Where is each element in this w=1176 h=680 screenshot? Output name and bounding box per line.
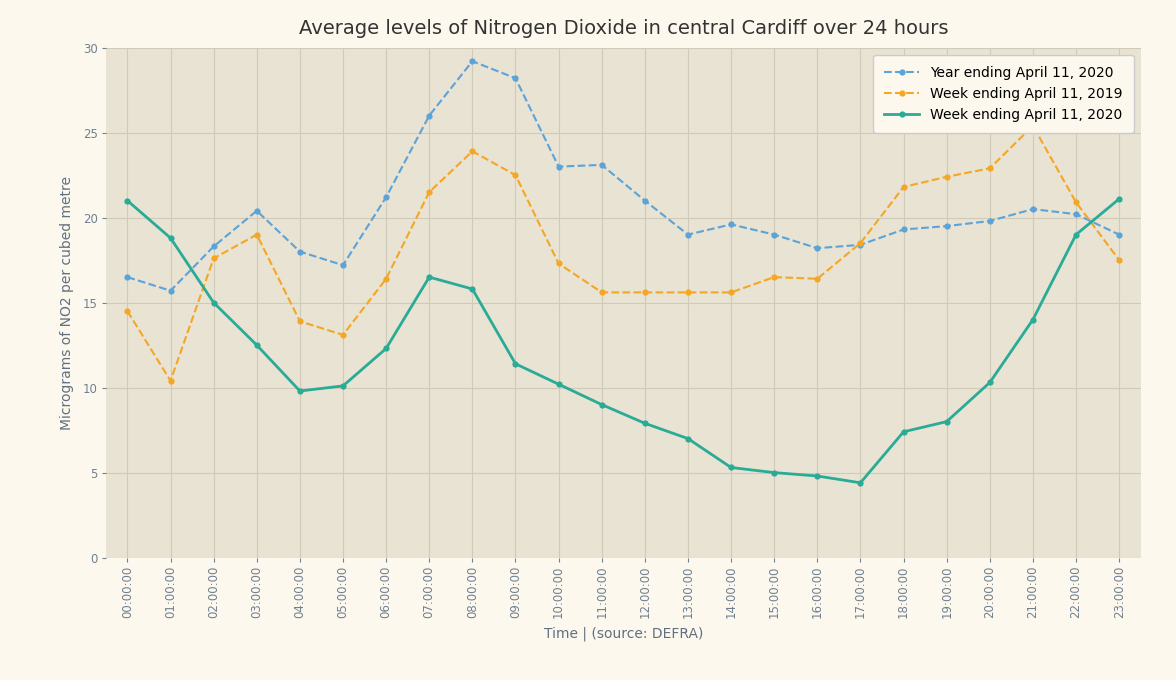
Week ending April 11, 2020 <box>249 341 263 350</box>
Line: Year ending April 11, 2020: Year ending April 11, 2020 <box>125 58 1122 294</box>
Year ending April 11, 2020 <box>940 222 954 230</box>
Year ending April 11, 2020 <box>336 261 350 269</box>
Week ending April 11, 2020 <box>724 464 739 472</box>
Week ending April 11, 2019 <box>508 171 522 180</box>
Year ending April 11, 2020 <box>1025 205 1040 214</box>
Week ending April 11, 2019 <box>120 307 134 316</box>
Year ending April 11, 2020 <box>767 231 781 239</box>
Week ending April 11, 2020 <box>1112 195 1127 203</box>
Week ending April 11, 2020 <box>336 381 350 390</box>
Week ending April 11, 2020 <box>120 197 134 205</box>
Week ending April 11, 2020 <box>466 285 480 293</box>
Week ending April 11, 2019 <box>940 173 954 181</box>
Week ending April 11, 2019 <box>854 239 868 248</box>
Year ending April 11, 2020 <box>1112 231 1127 239</box>
Year ending April 11, 2020 <box>983 217 997 225</box>
Week ending April 11, 2019 <box>637 288 652 296</box>
Week ending April 11, 2019 <box>983 165 997 173</box>
Year ending April 11, 2020 <box>379 193 393 201</box>
Week ending April 11, 2019 <box>767 273 781 282</box>
Week ending April 11, 2019 <box>422 188 436 197</box>
Year ending April 11, 2020 <box>249 207 263 215</box>
Week ending April 11, 2020 <box>681 435 695 443</box>
Week ending April 11, 2019 <box>336 330 350 339</box>
Week ending April 11, 2020 <box>940 418 954 426</box>
Year ending April 11, 2020 <box>896 226 910 234</box>
Week ending April 11, 2019 <box>379 275 393 283</box>
Week ending April 11, 2019 <box>1025 122 1040 130</box>
Year ending April 11, 2020 <box>595 161 609 169</box>
Year ending April 11, 2020 <box>637 197 652 205</box>
Week ending April 11, 2019 <box>552 259 566 267</box>
Year ending April 11, 2020 <box>810 244 824 252</box>
Week ending April 11, 2020 <box>896 428 910 436</box>
Year ending April 11, 2020 <box>508 74 522 82</box>
Year ending April 11, 2020 <box>120 273 134 282</box>
Y-axis label: Micrograms of NO2 per cubed metre: Micrograms of NO2 per cubed metre <box>60 175 74 430</box>
Week ending April 11, 2020 <box>595 401 609 409</box>
Year ending April 11, 2020 <box>163 287 178 295</box>
Week ending April 11, 2020 <box>637 419 652 427</box>
Week ending April 11, 2019 <box>1069 199 1083 207</box>
Week ending April 11, 2019 <box>810 275 824 283</box>
Week ending April 11, 2020 <box>854 479 868 487</box>
Week ending April 11, 2019 <box>466 148 480 156</box>
Week ending April 11, 2020 <box>983 378 997 386</box>
Week ending April 11, 2019 <box>724 288 739 296</box>
Year ending April 11, 2020 <box>681 231 695 239</box>
Week ending April 11, 2019 <box>595 288 609 296</box>
Week ending April 11, 2019 <box>896 183 910 191</box>
Week ending April 11, 2020 <box>293 387 307 395</box>
X-axis label: Time | (source: DEFRA): Time | (source: DEFRA) <box>543 627 703 641</box>
Year ending April 11, 2020 <box>293 248 307 256</box>
Week ending April 11, 2020 <box>379 344 393 352</box>
Line: Week ending April 11, 2020: Week ending April 11, 2020 <box>125 196 1122 486</box>
Year ending April 11, 2020 <box>1069 210 1083 218</box>
Year ending April 11, 2020 <box>724 220 739 228</box>
Week ending April 11, 2019 <box>293 317 307 326</box>
Year ending April 11, 2020 <box>854 241 868 249</box>
Week ending April 11, 2020 <box>1069 231 1083 239</box>
Week ending April 11, 2019 <box>681 288 695 296</box>
Legend: Year ending April 11, 2020, Week ending April 11, 2019, Week ending April 11, 20: Year ending April 11, 2020, Week ending … <box>874 54 1134 133</box>
Week ending April 11, 2019 <box>207 254 221 262</box>
Week ending April 11, 2020 <box>767 469 781 477</box>
Week ending April 11, 2020 <box>163 234 178 242</box>
Year ending April 11, 2020 <box>207 243 221 251</box>
Week ending April 11, 2020 <box>508 360 522 368</box>
Title: Average levels of Nitrogen Dioxide in central Cardiff over 24 hours: Average levels of Nitrogen Dioxide in ce… <box>299 19 948 37</box>
Week ending April 11, 2019 <box>163 377 178 385</box>
Year ending April 11, 2020 <box>422 112 436 120</box>
Week ending April 11, 2019 <box>249 231 263 239</box>
Week ending April 11, 2020 <box>207 299 221 307</box>
Line: Week ending April 11, 2019: Week ending April 11, 2019 <box>125 122 1122 384</box>
Year ending April 11, 2020 <box>466 57 480 65</box>
Week ending April 11, 2019 <box>1112 256 1127 265</box>
Week ending April 11, 2020 <box>552 380 566 388</box>
Week ending April 11, 2020 <box>422 273 436 282</box>
Year ending April 11, 2020 <box>552 163 566 171</box>
Week ending April 11, 2020 <box>1025 316 1040 324</box>
Week ending April 11, 2020 <box>810 472 824 480</box>
